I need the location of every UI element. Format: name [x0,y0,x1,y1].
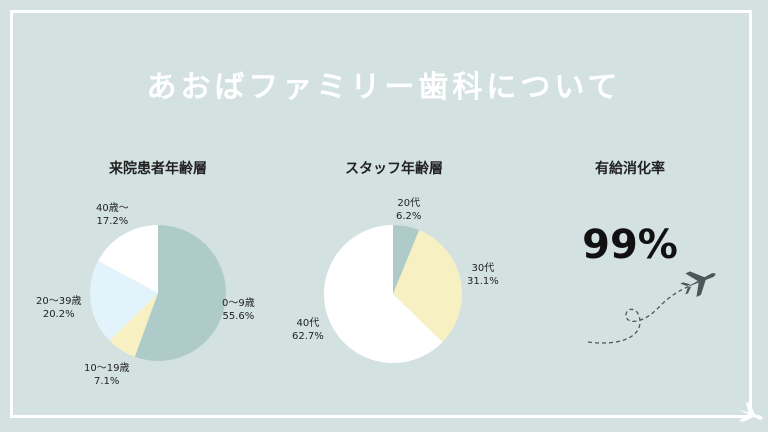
slice-label-40plus: 40歳〜 17.2% [96,202,129,228]
pie-slice-0-0 [134,225,226,361]
staff-age-pie [324,225,462,363]
slice-label-10-19: 10〜19歳 7.1% [84,362,129,388]
airplane-icon [680,271,716,298]
slice-label-name: 20代 [397,198,421,209]
slice-label-value: 31.1% [467,276,499,287]
slice-label-value: 62.7% [292,331,324,342]
airplane-corner-icon [737,401,763,423]
pie-slice-1-2 [324,225,443,363]
slice-label-20s: 20代 6.2% [396,197,421,223]
slice-label-20-39: 20〜39歳 20.2% [36,295,81,321]
pie-slice-1-1 [393,230,462,343]
slice-label-name: 0〜9歳 [222,298,255,309]
dashed-flight-path [587,285,691,344]
pie-slice-0-3 [98,225,158,293]
slice-label-name: 40歳〜 [96,203,129,214]
patient-age-pie [90,225,226,361]
pie-slice-1-0 [393,225,420,294]
patient-age-title: 来院患者年齢層 [109,161,207,177]
page-title: あおばファミリー歯科について [146,70,622,105]
slice-label-40s: 40代 62.7% [292,317,324,343]
slice-label-value: 7.1% [94,376,120,387]
slice-label-name: 40代 [296,318,320,329]
slice-label-name: 20〜39歳 [36,296,82,307]
slice-label-value: 17.2% [96,216,129,227]
pie-slice-0-2 [90,260,158,341]
paid-leave-rate: 99% [582,222,678,268]
slice-label-value: 20.2% [42,309,75,320]
slice-label-name: 30代 [471,263,495,274]
staff-age-title: スタッフ年齢層 [345,161,443,177]
slice-label-30s: 30代 31.1% [467,262,499,288]
slice-label-name: 10〜19歳 [84,363,130,374]
pie-slice-0-1 [109,293,158,357]
paid-leave-title: 有給消化率 [595,161,665,177]
slice-label-value: 55.6% [222,311,255,322]
slice-label-value: 6.2% [396,211,422,222]
slice-label-0-9: 0〜9歳 55.6% [222,297,255,323]
decorative-frame [10,10,752,418]
